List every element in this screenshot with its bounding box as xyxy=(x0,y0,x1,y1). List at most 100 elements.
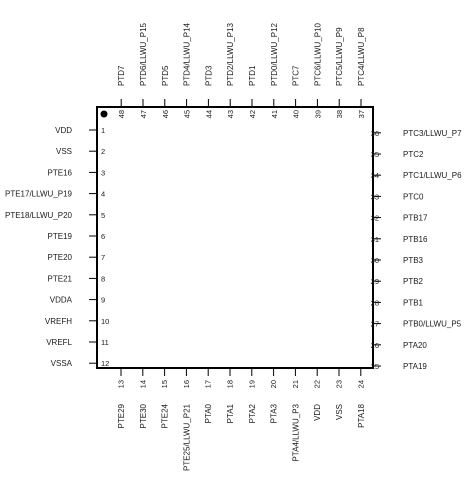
pin-name-label: PTB16 xyxy=(403,235,428,244)
pin-name-label: PTC1/LLWU_P6 xyxy=(403,171,462,180)
pin-number-label: 27 xyxy=(371,320,379,329)
pin-name-label: PTD7 xyxy=(117,65,126,86)
pin-number-label: 33 xyxy=(371,192,379,201)
pin-labels: VDD 1 VSS 2 PTE16 3 PTE17/LLWU_P19 4 PTE18/LLWU_… xyxy=(5,22,462,471)
pin-name-label: PTE25/LLWU_P21 xyxy=(182,403,191,471)
pin-number-label: 48 xyxy=(117,110,126,118)
pin-name-label: PTA0 xyxy=(204,403,213,423)
pin-name-label: PTC2 xyxy=(403,150,424,159)
pin-name-label: VSS xyxy=(335,404,344,420)
pin-number-label: 31 xyxy=(371,235,379,244)
pin-name-label: PTE29 xyxy=(117,403,126,428)
pin-name-label: PTB1 xyxy=(403,298,424,307)
pin-number-label: 35 xyxy=(371,150,379,159)
pin-name-label: VDD xyxy=(55,126,72,135)
pin-number-label: 40 xyxy=(292,110,301,118)
pin-name-label: PTE24 xyxy=(161,403,170,428)
pin-number-label: 42 xyxy=(248,110,257,118)
pin-number-label: 17 xyxy=(204,380,213,388)
pin-number-label: 25 xyxy=(371,362,379,371)
pin-name-label: PTC0 xyxy=(403,192,424,201)
pin-number-label: 32 xyxy=(371,214,379,223)
pin-name-label: PTA20 xyxy=(403,341,427,350)
pin-number-label: 7 xyxy=(101,253,105,262)
pin-name-label: VREFH xyxy=(45,317,72,326)
pin-number-label: 45 xyxy=(183,110,192,118)
pin-name-label: PTE30 xyxy=(139,403,148,428)
pin-name-label: PTA4/LLWU_P3 xyxy=(291,403,300,461)
pin-number-label: 30 xyxy=(371,256,379,265)
pin-number-label: 38 xyxy=(335,110,344,118)
pin-number-label: 20 xyxy=(269,380,278,388)
pin-name-label: PTE18/LLWU_P20 xyxy=(5,211,73,220)
pin-number-label: 1 xyxy=(101,126,105,135)
pin-name-label: PTE16 xyxy=(48,168,73,177)
pin-number-label: 37 xyxy=(357,110,366,118)
pin-number-label: 15 xyxy=(160,380,169,388)
pin-number-label: 5 xyxy=(101,211,105,220)
pin-name-label: PTC6/LLWU_P10 xyxy=(313,22,322,86)
pin-number-label: 9 xyxy=(101,296,105,305)
pin-number-label: 4 xyxy=(101,190,105,199)
pin-number-label: 22 xyxy=(313,380,322,388)
pin-name-label: PTB17 xyxy=(403,214,428,223)
pin-name-label: PTC7 xyxy=(292,65,301,86)
pin-name-label: PTD6/LLWU_P15 xyxy=(139,22,148,86)
pin-name-label: PTD4/LLWU_P14 xyxy=(183,22,192,86)
pin-name-label: VDD xyxy=(313,404,322,421)
pin-name-label: PTA2 xyxy=(248,403,257,423)
pin-lines xyxy=(89,99,381,376)
pin-name-label: PTE21 xyxy=(48,274,73,283)
pin-number-label: 26 xyxy=(371,341,379,350)
pin-number-label: 6 xyxy=(101,232,105,241)
pin-name-label: PTE20 xyxy=(48,253,73,262)
pin-number-label: 12 xyxy=(101,359,109,368)
pin-number-label: 24 xyxy=(356,380,365,388)
pin-name-label: PTD2/LLWU_P13 xyxy=(226,22,235,86)
pin-name-label: PTD3 xyxy=(204,65,213,86)
pin-number-label: 47 xyxy=(139,110,148,118)
pin-name-label: PTC3/LLWU_P7 xyxy=(403,129,462,138)
pin-name-label: PTA19 xyxy=(403,362,427,371)
pin-number-label: 3 xyxy=(101,168,105,177)
pin-number-label: 19 xyxy=(247,380,256,388)
pin-name-label: PTE17/LLWU_P19 xyxy=(5,190,73,199)
pin-number-label: 16 xyxy=(182,380,191,388)
pin-number-label: 11 xyxy=(101,338,109,347)
chip-body xyxy=(96,106,374,369)
pin-number-label: 29 xyxy=(371,277,379,286)
pin-number-label: 23 xyxy=(335,380,344,388)
pin-number-label: 39 xyxy=(313,110,322,118)
pin-number-label: 36 xyxy=(371,129,379,138)
pin-number-label: 10 xyxy=(101,317,109,326)
pin-number-label: 2 xyxy=(101,147,105,156)
pin-name-label: VSS xyxy=(56,147,72,156)
pin-number-label: 46 xyxy=(161,110,170,118)
pin-name-label: PTB2 xyxy=(403,277,424,286)
pin-name-label: PTA1 xyxy=(226,403,235,423)
pin-number-label: 14 xyxy=(138,380,147,388)
pin-name-label: PTD5 xyxy=(161,65,170,86)
pin1-marker-dot xyxy=(100,110,108,118)
pin-name-label: PTA3 xyxy=(270,403,279,423)
pin-number-label: 34 xyxy=(371,171,379,180)
pin-name-label: PTB0/LLWU_P5 xyxy=(403,320,462,329)
pin-number-label: 21 xyxy=(291,380,300,388)
pin-number-label: 8 xyxy=(101,274,105,283)
pin-number-label: 43 xyxy=(226,110,235,118)
pin-number-label: 28 xyxy=(371,298,379,307)
pin-number-label: 18 xyxy=(226,380,235,388)
pin-number-label: 41 xyxy=(270,110,279,118)
pin-name-label: PTA18 xyxy=(357,403,366,427)
pin-name-label: PTC4/LLWU_P8 xyxy=(357,27,366,86)
pin-name-label: PTB3 xyxy=(403,256,424,265)
pin-name-label: VREFL xyxy=(46,338,72,347)
pin-number-label: 44 xyxy=(204,110,213,118)
pin-name-label: PTC5/LLWU_P9 xyxy=(335,27,344,86)
pin-number-label: 13 xyxy=(117,380,126,388)
pin-name-label: VDDA xyxy=(50,296,73,305)
pin-name-label: VSSA xyxy=(51,359,73,368)
pin-name-label: PTD1 xyxy=(248,65,257,86)
pin-name-label: PTD0/LLWU_P12 xyxy=(270,22,279,86)
